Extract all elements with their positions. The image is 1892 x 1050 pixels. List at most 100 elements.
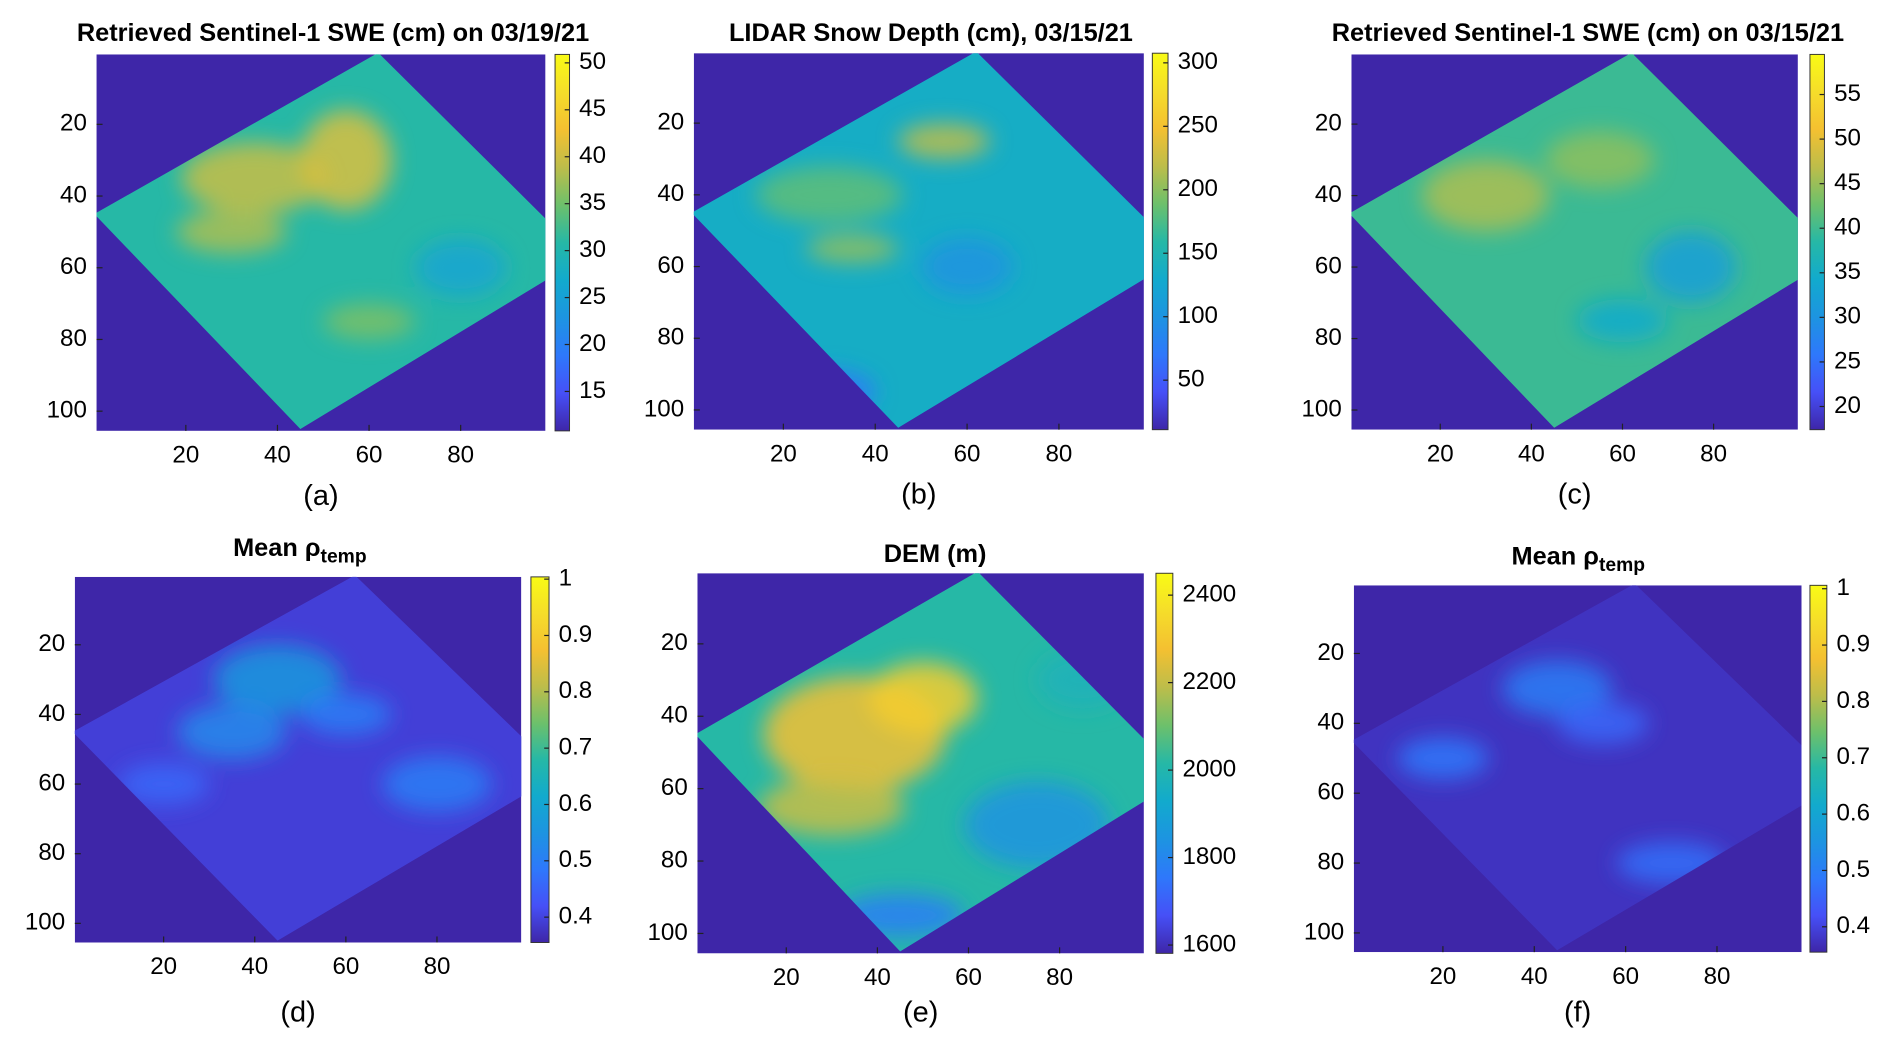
heatmap-image [697,573,1144,954]
colorbar-tick-label: 25 [579,283,606,310]
colorbar-tick-label: 40 [1834,214,1861,241]
y-tick-label: 20 [657,108,684,135]
colorbar [1155,572,1174,954]
colorbar-tick-label: 0.5 [1836,856,1870,883]
texture-blob [213,644,342,715]
colorbar-tick-label: 30 [579,236,606,263]
x-tick-label: 80 [1704,963,1731,990]
colorbar [1151,52,1169,431]
title-text: Retrieved Sentinel-1 SWE (cm) on 03/19/2… [77,19,589,47]
colorbar-tick-label: 0.9 [559,621,593,648]
y-tick-label: 80 [60,325,87,352]
texture-blob [1557,702,1649,745]
x-tick-label: 40 [264,442,291,469]
y-tick-label: 40 [1315,181,1342,208]
colorbar-tick-label: 35 [579,189,606,216]
y-tick-label: 40 [38,700,65,727]
title-text: Mean ρ [233,534,320,562]
x-tick-label: 20 [150,953,177,980]
y-tick-label: 20 [60,110,87,137]
caption: (b) [901,479,936,511]
x-tick-label: 20 [773,964,800,991]
x-tick-label: 20 [770,440,797,467]
caption: (a) [303,480,338,512]
x-tick-label: 40 [241,953,268,980]
colorbar-tick-label: 50 [1834,124,1861,151]
texture-blob [323,303,415,340]
y-tick-label: 80 [661,846,688,873]
texture-blob [1545,131,1655,189]
colorbar-tick-label: 25 [1834,347,1861,374]
texture [176,109,507,340]
colorbar-tick-label: 0.6 [559,790,593,817]
title-subscript: temp [321,547,367,568]
caption: (f) [1564,996,1591,1028]
texture [758,651,1128,938]
x-tick-label: 60 [356,442,383,469]
heatmap-image [1353,585,1802,953]
panel: 20 40 60 80 20 40 60 80 100 20 25 30 35 40 45 50 55 Retri… [1302,19,1861,511]
y-tick-label: 80 [38,839,65,866]
texture-blob [758,777,905,836]
x-tick-label: 20 [1429,963,1456,990]
colorbar [1809,584,1828,953]
texture-blob [755,166,903,224]
colorbar-tick-label: 50 [1178,366,1205,393]
caption: (c) [1558,479,1592,511]
colorbar-tick-label: 0.6 [1836,799,1870,826]
colorbar-tick-label: 1 [559,565,572,592]
colorbar-tick-label: 20 [579,330,606,357]
colorbar-tick-label: 15 [579,377,606,404]
title-text: Retrieved Sentinel-1 SWE (cm) on 03/15/2… [1332,19,1844,47]
x-tick-label: 80 [447,442,474,469]
y-tick-label: 40 [661,702,688,729]
title-text: Mean ρ [1511,542,1598,570]
texture-blob [176,210,287,254]
x-tick-label: 20 [172,442,199,469]
title-text: LIDAR Snow Depth (cm), 03/15/21 [729,19,1133,47]
texture-blob [118,763,210,805]
y-tick-label: 20 [1315,109,1342,136]
colorbar-tick-label: 2200 [1183,668,1237,695]
colorbar-tick-label: 0.5 [559,846,593,873]
y-tick-label: 100 [25,909,65,936]
x-tick-label: 80 [1046,964,1073,991]
panel: 20 40 60 80 20 40 60 80 100 1600 1800 2000 2200 2400 D… [648,540,1237,1028]
colorbar-tick-label: 30 [1834,303,1861,330]
y-tick-label: 80 [1315,324,1342,351]
footprint-fill [693,53,1144,428]
heatmap-image [96,54,546,431]
x-tick-label: 60 [1612,963,1639,990]
x-tick-label: 60 [1609,440,1636,467]
colorbar-tick-label: 200 [1178,175,1218,202]
colorbar-tick-label: 20 [1834,392,1861,419]
colorbar-tick-label: 0.7 [559,734,593,761]
y-tick-label: 60 [661,774,688,801]
x-tick-label: 80 [1046,440,1073,467]
chart-title: Retrieved Sentinel-1 SWE (cm) on 03/19/2… [77,19,589,47]
y-tick-label: 60 [657,252,684,279]
colorbar-tick-label: 1800 [1183,843,1237,870]
heatmap-image [1351,54,1798,430]
chart-title: Retrieved Sentinel-1 SWE (cm) on 03/15/2… [1332,19,1844,47]
x-tick-label: 60 [954,440,981,467]
y-tick-label: 40 [60,181,87,208]
y-tick-label: 60 [38,769,65,796]
y-tick-label: 60 [1315,252,1342,279]
colorbar-tick-label: 250 [1178,112,1218,139]
texture-blob [181,142,328,214]
y-tick-label: 100 [648,919,688,946]
panel: 20 40 60 80 20 40 60 80 100 15 20 25 30 35 40 45 50Retri… [47,19,606,512]
y-tick-label: 20 [661,629,688,656]
colorbar-tick-label: 50 [579,48,606,75]
y-tick-label: 100 [1304,918,1344,945]
texture-blob [1397,737,1489,780]
texture-blob [1502,660,1612,717]
colorbar-tick-label: 0.9 [1836,630,1870,657]
y-tick-label: 80 [1317,848,1344,875]
x-tick-label: 40 [864,964,891,991]
y-tick-label: 100 [644,395,684,422]
texture-blob [921,237,1013,296]
footprint [697,573,1144,952]
